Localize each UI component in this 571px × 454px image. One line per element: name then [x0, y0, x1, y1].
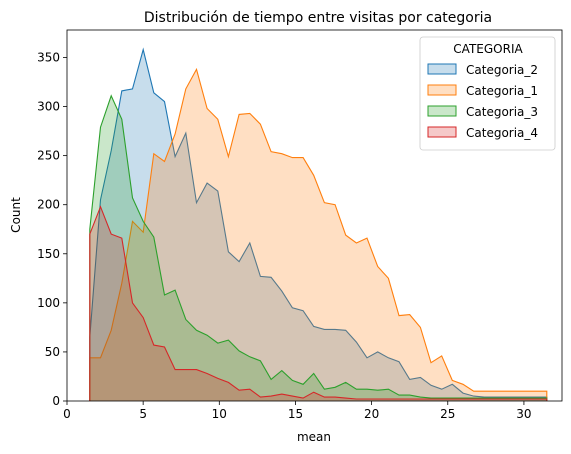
- y-tick-label: 350: [37, 50, 60, 64]
- legend-title: CATEGORIA: [453, 42, 523, 56]
- x-tick-label: 0: [63, 407, 71, 421]
- y-tick-label: 200: [37, 198, 60, 212]
- area-categoria-4: [89, 206, 547, 401]
- line-categoria-4: [89, 205, 548, 401]
- legend-frame: [419, 36, 556, 151]
- legend-swatch-categoria-3: [427, 105, 457, 117]
- y-axis-label: Count: [9, 197, 23, 233]
- legend-swatch-categoria-1: [427, 84, 457, 96]
- y-tick-label: 0: [52, 394, 60, 408]
- y-tick-label: 250: [37, 149, 60, 163]
- legend-swatch-categoria-2: [427, 63, 457, 75]
- chart-title: Distribución de tiempo entre visitas por…: [144, 10, 492, 26]
- x-tick-label: 25: [440, 407, 455, 421]
- legend-label-categoria-4: Categoria_4: [466, 126, 538, 140]
- line-categoria-3: [89, 94, 548, 401]
- y-axis: 0 50 100 150 200 250 300 350: [37, 50, 67, 408]
- legend-label-categoria-3: Categoria_3: [466, 105, 538, 119]
- legend-label-categoria-1: Categoria_1: [466, 84, 538, 98]
- line-categoria-1: [89, 67, 548, 401]
- legend-label-categoria-2: Categoria_2: [466, 63, 538, 77]
- axes-frame: [66, 29, 563, 402]
- y-tick-label: 50: [45, 345, 60, 359]
- x-tick-label: 5: [139, 407, 147, 421]
- x-axis-label: mean: [297, 430, 331, 444]
- line-categoria-2: [89, 47, 548, 401]
- x-tick-label: 15: [288, 407, 303, 421]
- x-tick-label: 30: [516, 407, 531, 421]
- y-tick-label: 100: [37, 296, 60, 310]
- legend: CATEGORIA Categoria_2 Categoria_1 Categori…: [419, 36, 556, 151]
- area-categoria-2: [89, 49, 547, 401]
- x-axis: 0 5 10 15 20 25 30: [63, 401, 532, 421]
- x-tick-label: 20: [364, 407, 379, 421]
- plot-area: [89, 47, 548, 402]
- y-tick-label: 150: [37, 247, 60, 261]
- area-categoria-3: [89, 95, 547, 402]
- legend-swatch-categoria-4: [427, 126, 457, 138]
- y-tick-label: 300: [37, 100, 60, 114]
- area-categoria-1: [89, 69, 547, 402]
- x-tick-label: 10: [212, 407, 227, 421]
